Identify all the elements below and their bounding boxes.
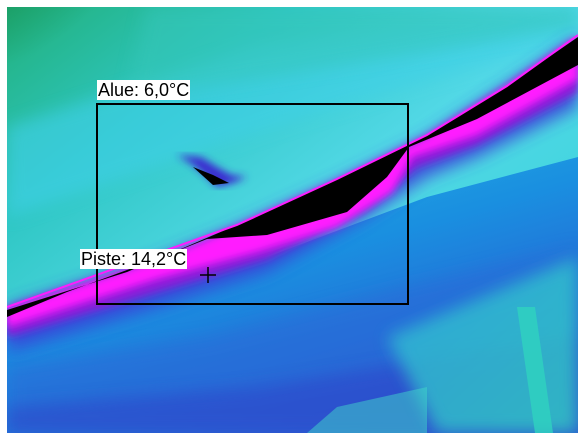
spot-crosshair [200,267,216,283]
thermal-image [7,7,578,433]
spot-measurement-label: Piste: 14,2°C [80,249,188,269]
measurement-area-label: Alue: 6,0°C [97,80,191,100]
thermal-image-frame: Alue: 6,0°C Piste: 14,2°C [7,7,578,433]
measurement-area-box [96,103,409,305]
